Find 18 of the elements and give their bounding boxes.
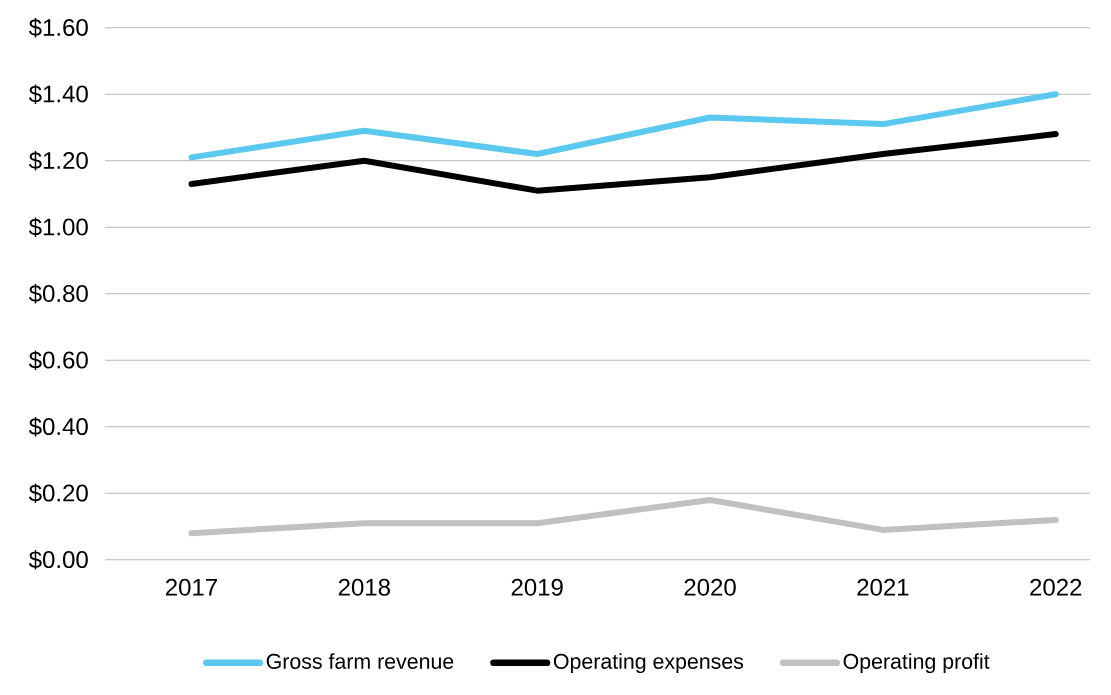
legend-label: Operating expenses	[553, 653, 744, 674]
y-tick-label: $1.00	[28, 217, 88, 238]
y-tick-label: $1.60	[28, 18, 88, 38]
y-tick-label: $1.40	[28, 84, 88, 104]
y-tick-label: $1.20	[28, 151, 88, 171]
x-tick-label: 2021	[857, 578, 909, 596]
x-tick-label: 2017	[165, 578, 217, 596]
y-tick-label: $0.20	[28, 483, 88, 504]
y-tick-label: $0.80	[28, 284, 88, 304]
x-tick-label: 2022	[1030, 578, 1082, 596]
y-tick-label: $0.00	[28, 550, 88, 570]
x-tick-label: 2018	[338, 578, 390, 596]
x-tick-label: 2020	[684, 578, 736, 596]
y-tick-label: $0.60	[28, 350, 88, 371]
x-tick-label: 2019	[511, 578, 563, 596]
legend-label: Gross farm revenue	[266, 653, 454, 669]
y-tick-label: $0.40	[28, 417, 88, 437]
legend-label: Operating profit	[843, 653, 990, 674]
